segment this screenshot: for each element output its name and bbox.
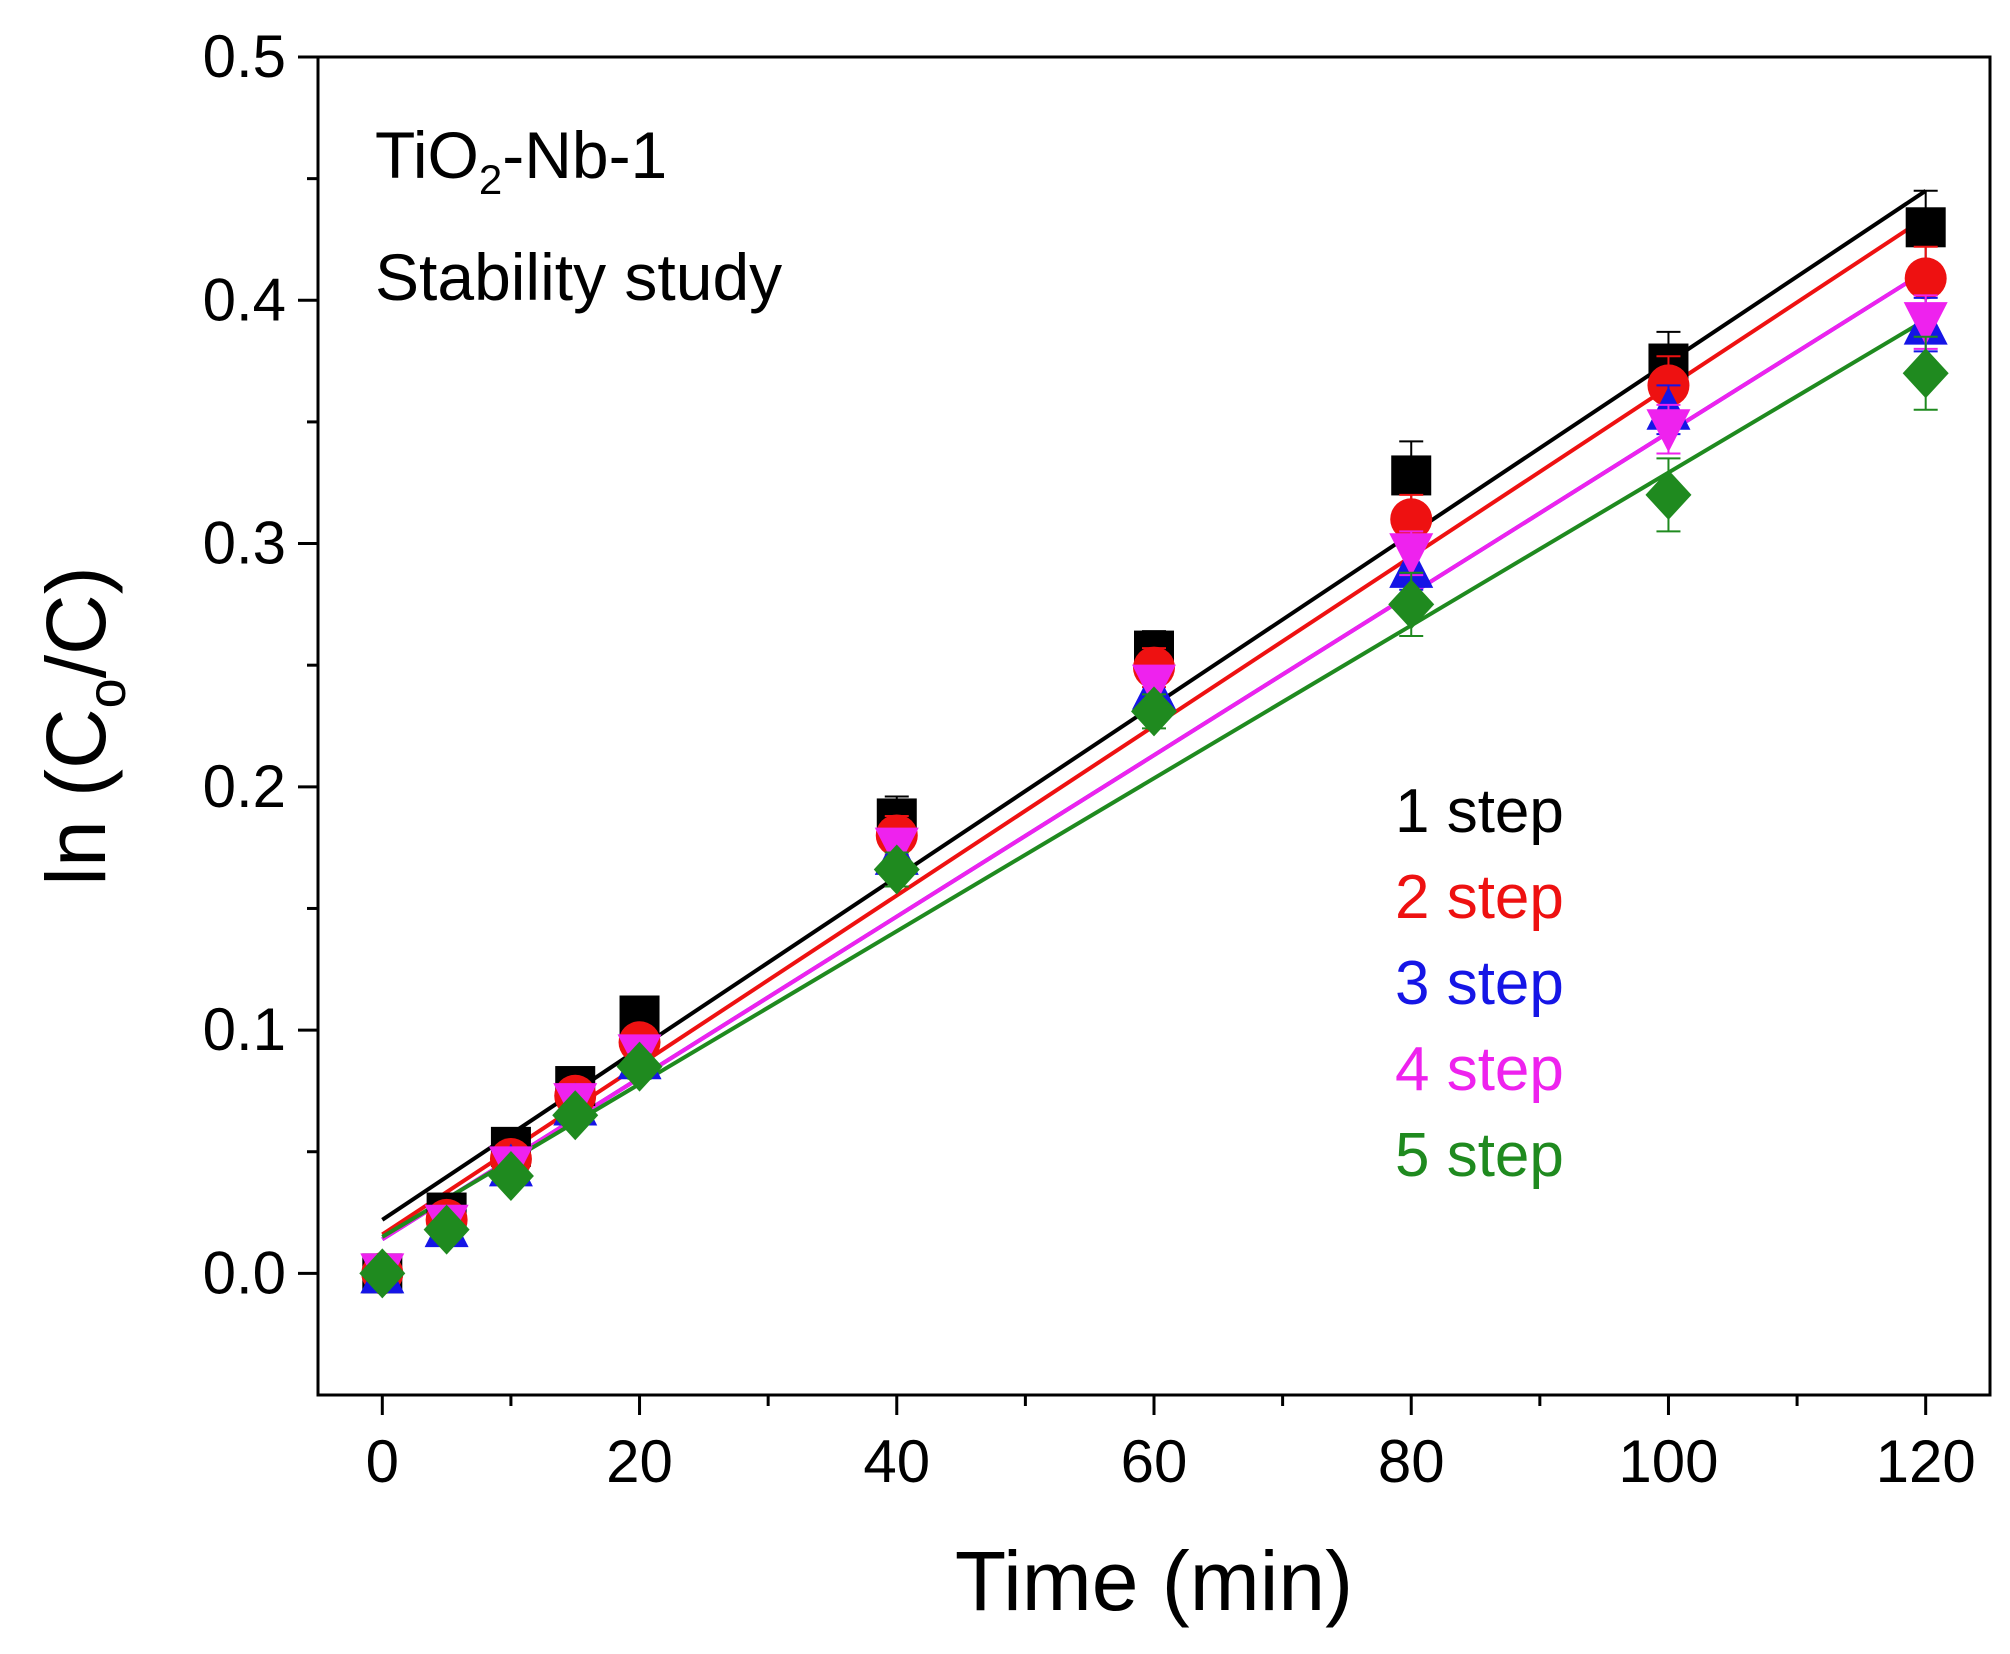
legend: 1 step 2 step 3 step 4 step 5 step [1395, 777, 1564, 1190]
legend-entry-1-step: 1 step [1395, 777, 1564, 846]
y-tick-label: 0.3 [203, 510, 286, 577]
data-point-4-step [1389, 533, 1434, 577]
data-point-5-step [1131, 686, 1177, 737]
chart-title: TiO2-Nb-1 [375, 118, 667, 203]
data-point-4-step [1903, 302, 1948, 346]
data-point-5-step [1388, 579, 1435, 630]
data-point-5-step [873, 844, 920, 895]
data-point-5-step [423, 1204, 470, 1255]
data-point-5-step [1645, 469, 1692, 520]
data-point-1-step [1905, 207, 1946, 248]
legend-entry-5-step: 5 step [1395, 1121, 1564, 1190]
x-tick-label: 0 [366, 1428, 399, 1495]
data-point-5-step [487, 1151, 534, 1202]
data-point-2-step [1904, 257, 1947, 300]
y-tick-label: 0.0 [203, 1239, 286, 1306]
x-tick-label: 20 [606, 1428, 673, 1495]
data-point-4-step [1132, 664, 1176, 708]
x-tick-label: 100 [1618, 1428, 1718, 1495]
data-points [359, 189, 1949, 1299]
chart-subtitle: Stability study [375, 240, 782, 314]
x-tick-label: 40 [863, 1428, 930, 1495]
legend-entry-2-step: 2 step [1395, 863, 1564, 932]
y-tick-label: 0.2 [203, 753, 286, 820]
y-axis-label: ln (Co/C) [29, 566, 137, 885]
x-tick-label: 80 [1378, 1428, 1445, 1495]
y-tick-label: 0.1 [203, 996, 286, 1063]
x-tick-label: 120 [1876, 1428, 1976, 1495]
y-tick-label: 0.5 [203, 23, 286, 90]
data-point-1-step [1391, 455, 1432, 496]
data-point-5-step [552, 1090, 599, 1141]
fit-line-5-step [381, 318, 1927, 1239]
data-point-5-step [616, 1041, 663, 1092]
x-axis-label: Time (min) [955, 1534, 1353, 1628]
data-point-5-step [359, 1248, 406, 1299]
data-point-5-step [1902, 348, 1949, 399]
axis-ticks: 0 20 40 60 80 100 120 0.0 0.1 0.2 0.3 0.4 0.5 [203, 23, 1976, 1495]
legend-entry-3-step: 3 step [1395, 949, 1564, 1018]
fit-line-4-step [381, 269, 1927, 1241]
x-tick-label: 60 [1121, 1428, 1188, 1495]
data-point-2-step [1390, 498, 1433, 541]
y-tick-label: 0.4 [203, 266, 286, 333]
legend-entry-4-step: 4 step [1395, 1035, 1564, 1104]
data-point-4-step [1646, 409, 1691, 453]
